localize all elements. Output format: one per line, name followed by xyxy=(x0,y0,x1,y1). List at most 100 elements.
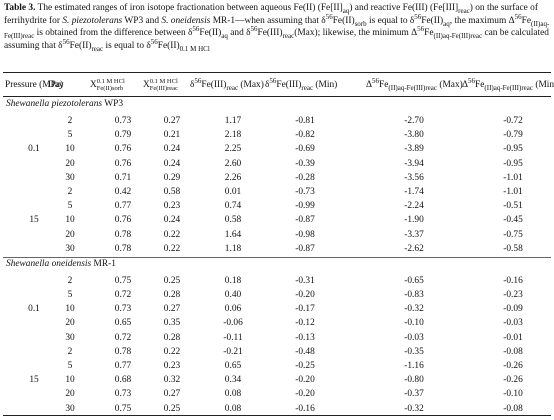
cell: 0.58 xyxy=(224,215,242,226)
text-run: reac xyxy=(226,83,239,92)
text-run: WP3 xyxy=(102,99,124,109)
text-run: The estimated ranges of iron isotope fra… xyxy=(35,3,343,13)
text-run: 56 xyxy=(468,76,476,85)
cell: 20 xyxy=(65,158,75,169)
top-rule xyxy=(3,72,551,73)
cell: -3.89 xyxy=(404,144,424,155)
text-run: (Max) xyxy=(238,80,264,90)
column-header: X 0.1 M HCl Fe(II)sorb xyxy=(90,78,125,92)
cell: -0.13 xyxy=(295,332,315,343)
column-header: Pressure (MPa) xyxy=(5,80,63,90)
cell: 0.25 xyxy=(163,403,181,414)
text-run: X xyxy=(143,80,150,91)
text-run: (II)aq-Fe(III)reac xyxy=(388,83,437,92)
cell: 0.72 xyxy=(114,332,132,343)
cell: 0.78 xyxy=(114,346,132,357)
cell: 0.32 xyxy=(163,375,181,386)
text-run: is equal to δ xyxy=(103,40,151,51)
cell: -0.32 xyxy=(404,403,424,414)
cell: -0.87 xyxy=(295,215,315,226)
cell: 2 xyxy=(67,187,73,197)
cell: 0.08 xyxy=(224,389,242,400)
cell: -3.80 xyxy=(404,130,424,141)
cell: -0.08 xyxy=(503,346,523,357)
text-run: Day xyxy=(48,80,64,90)
text-run: 56 xyxy=(250,25,258,34)
cell: 0.65 xyxy=(114,318,132,329)
cell: -0.99 xyxy=(295,201,315,212)
text-run: 0.1 M HCl xyxy=(149,78,178,85)
text-run: δ xyxy=(190,80,195,90)
column-header: Δ56Fe(II)aq-Fe(III)reac (Max) xyxy=(366,77,463,92)
cell: -0.83 xyxy=(404,290,424,300)
text-run: 56 xyxy=(62,37,70,46)
cell: 0.65 xyxy=(224,361,242,371)
text-run: Shewanella oneidensis xyxy=(6,258,92,269)
cell: -0.12 xyxy=(295,318,315,329)
text-run: Table 3. xyxy=(4,3,36,13)
column-header: δ56Fe(III)reac (Min) xyxy=(265,76,338,91)
cell: 0.58 xyxy=(163,187,181,197)
cell: 0.68 xyxy=(114,375,132,386)
cell: -0.73 xyxy=(295,187,315,197)
text-run: Fe(III) xyxy=(276,80,302,90)
cell: -3.56 xyxy=(404,172,424,183)
cell: 0.35 xyxy=(163,318,181,329)
text-run: sorb xyxy=(354,19,367,28)
cell: -0.72 xyxy=(503,116,523,126)
column-header: X 0.1 M HCl Fe(III)reac xyxy=(143,78,178,92)
text-run: 56 xyxy=(514,12,522,21)
caption: Table 3. The estimated ranges of iron is… xyxy=(4,2,550,52)
cell: 0.77 xyxy=(114,201,132,212)
cell: -0.80 xyxy=(404,375,424,386)
cell: -2.24 xyxy=(404,201,424,212)
cell: -0.31 xyxy=(295,275,315,286)
text-run: Fe xyxy=(424,28,434,39)
cell: 0.25 xyxy=(163,275,181,286)
text-run: Fe xyxy=(379,80,389,90)
cell: 10 xyxy=(65,375,75,386)
column-header: Δ56Fe(II)aq-Fe(III)reac (Min) xyxy=(462,76,554,91)
cell: 0.75 xyxy=(114,275,132,286)
cell: 0.72 xyxy=(114,290,132,300)
cell: -0.81 xyxy=(295,116,315,126)
text-run: MR-1 xyxy=(91,258,116,269)
text-run: can be calculated assuming that δ xyxy=(4,28,549,51)
cell: 5 xyxy=(67,290,73,300)
text-run: Δ xyxy=(462,80,469,90)
cell: 0.73 xyxy=(114,389,132,400)
text-run: aq xyxy=(443,19,450,28)
cell: -0.10 xyxy=(503,389,523,400)
text-run: 56 xyxy=(269,76,277,85)
cell: 20 xyxy=(65,389,75,400)
cell: 30 xyxy=(65,332,75,343)
cell: -0.32 xyxy=(404,304,424,315)
cell: -0.21 xyxy=(223,346,243,357)
column-header: Day xyxy=(48,80,64,90)
text-run: (Min) xyxy=(313,80,338,90)
column-header: δ56Fe(III)reac (Max) xyxy=(190,77,264,92)
cell: 0.23 xyxy=(163,201,181,212)
cell: -0.82 xyxy=(295,130,315,141)
text-run: Pressure (MPa) xyxy=(5,80,64,90)
cell: 0.74 xyxy=(224,201,242,212)
cell: 2 xyxy=(67,116,73,126)
text-run: ) and reactive Fe(III) (Fe[III] xyxy=(349,3,459,13)
cell: 0.28 xyxy=(163,290,181,300)
cell: -0.26 xyxy=(503,361,523,371)
cell: -0.09 xyxy=(503,304,523,315)
cell: 30 xyxy=(65,172,75,183)
cell: -0.35 xyxy=(404,346,424,357)
cell: -0.48 xyxy=(295,346,315,357)
text-run: reac xyxy=(91,44,104,53)
cell: 2 xyxy=(67,346,73,357)
cell: -0.95 xyxy=(503,158,523,169)
text-run: Fe(II) xyxy=(332,15,355,26)
cell: 0.22 xyxy=(163,229,181,240)
cell: 30 xyxy=(65,403,75,414)
text-run: 0.1 M HCl xyxy=(179,44,210,53)
cell: -2.70 xyxy=(404,116,424,126)
text-run: (II)aq-Fe(III)reac xyxy=(433,32,483,41)
text-run: Fe xyxy=(521,15,532,26)
cell: -0.17 xyxy=(295,304,315,315)
